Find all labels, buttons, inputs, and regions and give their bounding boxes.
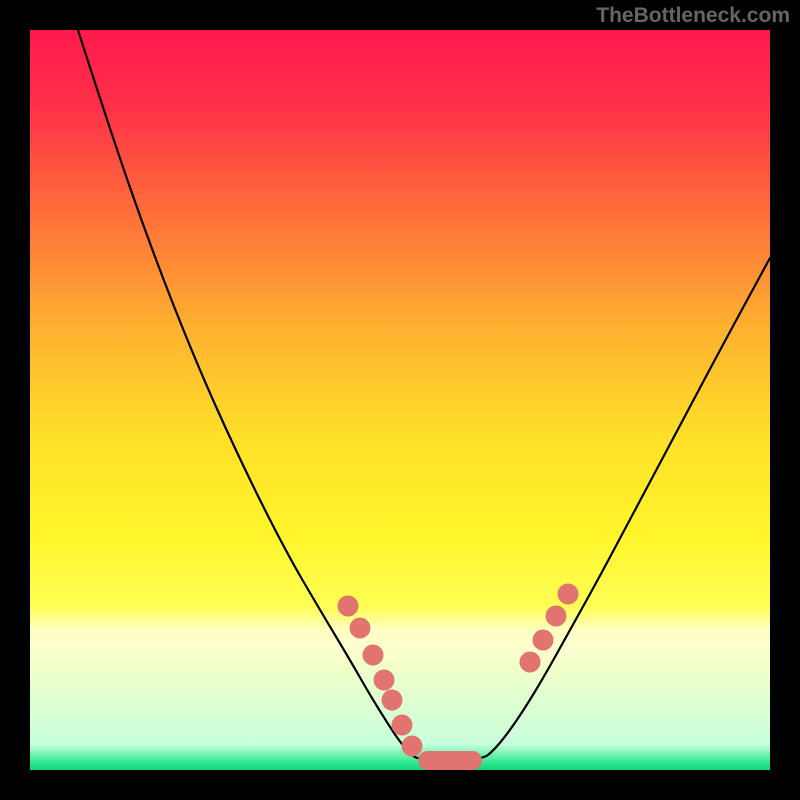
- marker-point: [520, 652, 541, 673]
- marker-point: [382, 690, 403, 711]
- marker-point: [363, 645, 384, 666]
- marker-point: [374, 670, 395, 691]
- plot-background: [30, 30, 770, 770]
- bottleneck-chart: [0, 0, 800, 800]
- chart-stage: TheBottleneck.com: [0, 0, 800, 800]
- marker-point: [350, 618, 371, 639]
- watermark-text: TheBottleneck.com: [596, 4, 790, 28]
- marker-point: [533, 630, 554, 651]
- marker-point: [546, 606, 567, 627]
- marker-point: [392, 715, 413, 736]
- optimal-range-bar: [418, 751, 482, 770]
- marker-point: [402, 736, 423, 757]
- marker-point: [558, 584, 579, 605]
- marker-point: [338, 596, 359, 617]
